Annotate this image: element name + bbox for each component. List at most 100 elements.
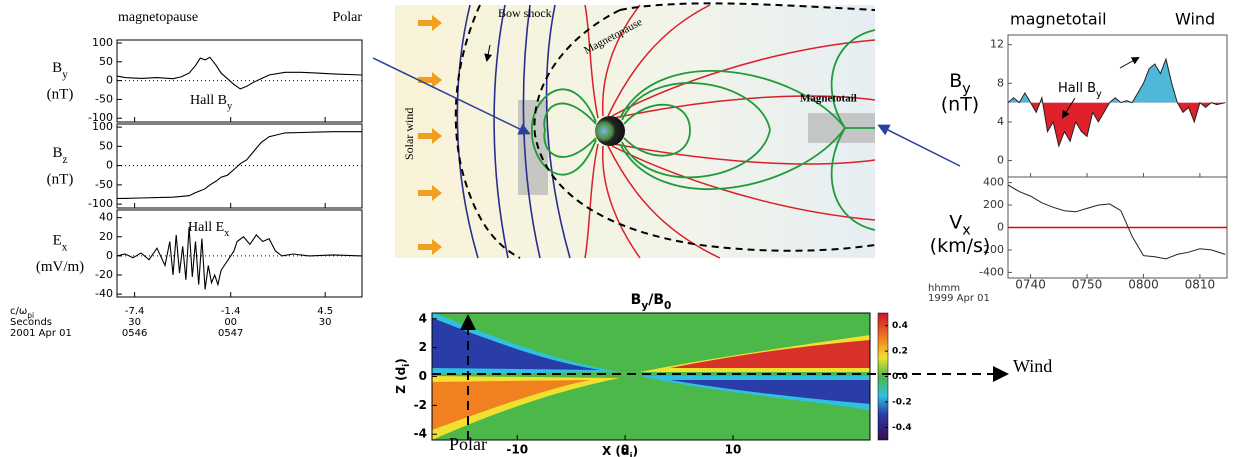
x-tick-label: -10 xyxy=(506,443,528,457)
header: Wind xyxy=(1175,10,1215,29)
x-axis-label: hhmm xyxy=(928,283,960,294)
x-tick-label: 30 xyxy=(319,317,332,328)
x-tick-label: 10 xyxy=(725,443,742,457)
magnetopause-region xyxy=(518,100,548,195)
solar-wind-label: Solar wind xyxy=(402,108,416,160)
y-tick-label: 0 xyxy=(997,221,1004,234)
y-tick-label: -100 xyxy=(88,197,113,210)
sim-title-main: B xyxy=(631,292,642,308)
x-tick-label: 0750 xyxy=(1072,278,1103,292)
y-tick-label: -400 xyxy=(979,265,1004,278)
header: Polar xyxy=(332,10,362,25)
x-axis-label: Seconds xyxy=(10,317,52,328)
y-tick-label: -50 xyxy=(95,178,113,191)
panel-label-main: B xyxy=(949,70,962,92)
x-axis-label-main: c/ω xyxy=(10,306,27,317)
x-axis-label: 2001 Apr 01 xyxy=(10,328,72,339)
y-tick-label: 4 xyxy=(997,115,1004,128)
panel-unit: (km/s) xyxy=(930,235,991,257)
magnetopause-line-top xyxy=(619,2,876,11)
x-tick-label: 0546 xyxy=(122,328,147,339)
magnetopause-line xyxy=(533,9,876,252)
closed-field-lines xyxy=(531,29,876,231)
y-tick-label: 0 xyxy=(419,369,427,383)
trace xyxy=(116,56,363,90)
annotation: Hall By xyxy=(1058,81,1102,100)
header: magnetopause xyxy=(118,10,198,25)
colorbar-tick-label: -0.4 xyxy=(892,423,912,433)
trace xyxy=(1007,184,1226,260)
annotation-main: Hall B xyxy=(190,93,227,108)
x-axis-label-sub: i xyxy=(629,452,632,457)
y-tick-label: 40 xyxy=(99,211,113,224)
bow-shock-line xyxy=(454,4,521,259)
sim-title-sub: 0 xyxy=(664,300,671,312)
panel-label: By xyxy=(949,70,971,98)
open-field-lines xyxy=(584,4,876,259)
magnetotail-label: Magnetotail xyxy=(800,93,857,105)
x-tick-label: 4.5 xyxy=(317,306,333,317)
plot-frame xyxy=(116,209,363,298)
colorbar-tick-label: 0.4 xyxy=(892,321,908,331)
y-tick-label: 0 xyxy=(106,159,113,172)
y-tick-label: -20 xyxy=(95,268,113,281)
x-axis-label-sub: pi xyxy=(27,311,34,320)
panel-label-main: V xyxy=(949,211,962,233)
trace xyxy=(116,227,363,290)
y-tick-label: 100 xyxy=(92,36,113,49)
panel-label: Ex xyxy=(53,233,68,253)
annotation-main: Hall E xyxy=(188,220,224,235)
panel-unit: (nT) xyxy=(47,86,74,102)
sim-title-main: /B xyxy=(648,292,664,308)
x-tick-label: 0 xyxy=(621,443,629,457)
wind-label: Wind xyxy=(1013,356,1052,376)
y-tick-label: 20 xyxy=(99,230,113,243)
x-tick-label: -1.4 xyxy=(221,306,241,317)
x-axis-label: c/ωpi xyxy=(10,306,34,320)
panel-label-sub: y xyxy=(62,69,68,81)
sim-title: By/B0 xyxy=(631,292,672,312)
bow-shock-label: Bow shock xyxy=(498,6,552,20)
panel-unit: (nT) xyxy=(941,94,979,116)
y-tick-label: 8 xyxy=(997,76,1004,89)
y-tick-label: 200 xyxy=(983,198,1004,211)
y-tick-label: -50 xyxy=(95,92,113,105)
panel-label-sub: x xyxy=(962,223,970,239)
header: magnetotail xyxy=(1010,10,1107,29)
y-axis-label-main: ) xyxy=(394,358,408,363)
x-tick-label: 0547 xyxy=(218,328,243,339)
y-tick-label: 0 xyxy=(106,249,113,262)
colorbar-tick-label: -0.2 xyxy=(892,397,912,407)
panel-label-main: E xyxy=(53,233,62,249)
panel-label-sub: x xyxy=(62,241,68,253)
connector-arrow xyxy=(372,57,531,135)
connector-arrow xyxy=(877,124,961,167)
annotation-sub: x xyxy=(224,228,230,239)
x-tick-label: 30 xyxy=(128,317,141,328)
annotation-arrow xyxy=(1119,57,1140,69)
annotation-arrow xyxy=(1061,97,1076,119)
annotation-main: Hall B xyxy=(1058,81,1096,96)
y-tick-label: -2 xyxy=(414,398,427,412)
x-tick-label: 00 xyxy=(224,317,237,328)
panel-unit: (nT) xyxy=(47,171,74,187)
x-tick-label: -7.4 xyxy=(125,306,145,317)
x-axis-label: X (di) xyxy=(602,444,638,457)
panel-label: Vx xyxy=(949,211,970,239)
sim-title-sub: y xyxy=(641,300,648,312)
y-tick-label: 0 xyxy=(106,74,113,87)
x-axis-label-main: X (d xyxy=(602,444,630,457)
y-tick-label: 4 xyxy=(419,311,427,325)
solar-wind-arrows xyxy=(418,15,442,255)
y-tick-label: 50 xyxy=(99,139,113,152)
annotation-sub: y xyxy=(227,101,233,112)
panel-label-main: B xyxy=(52,145,62,161)
y-tick-label: 400 xyxy=(983,176,1004,189)
x-tick-label: 0810 xyxy=(1185,278,1216,292)
panel-unit: (mV/m) xyxy=(36,259,84,275)
panel-label-main: B xyxy=(52,60,62,76)
x-tick-label: 0740 xyxy=(1015,278,1046,292)
panel-label-sub: y xyxy=(962,81,971,97)
panel-label-sub: z xyxy=(63,154,68,166)
